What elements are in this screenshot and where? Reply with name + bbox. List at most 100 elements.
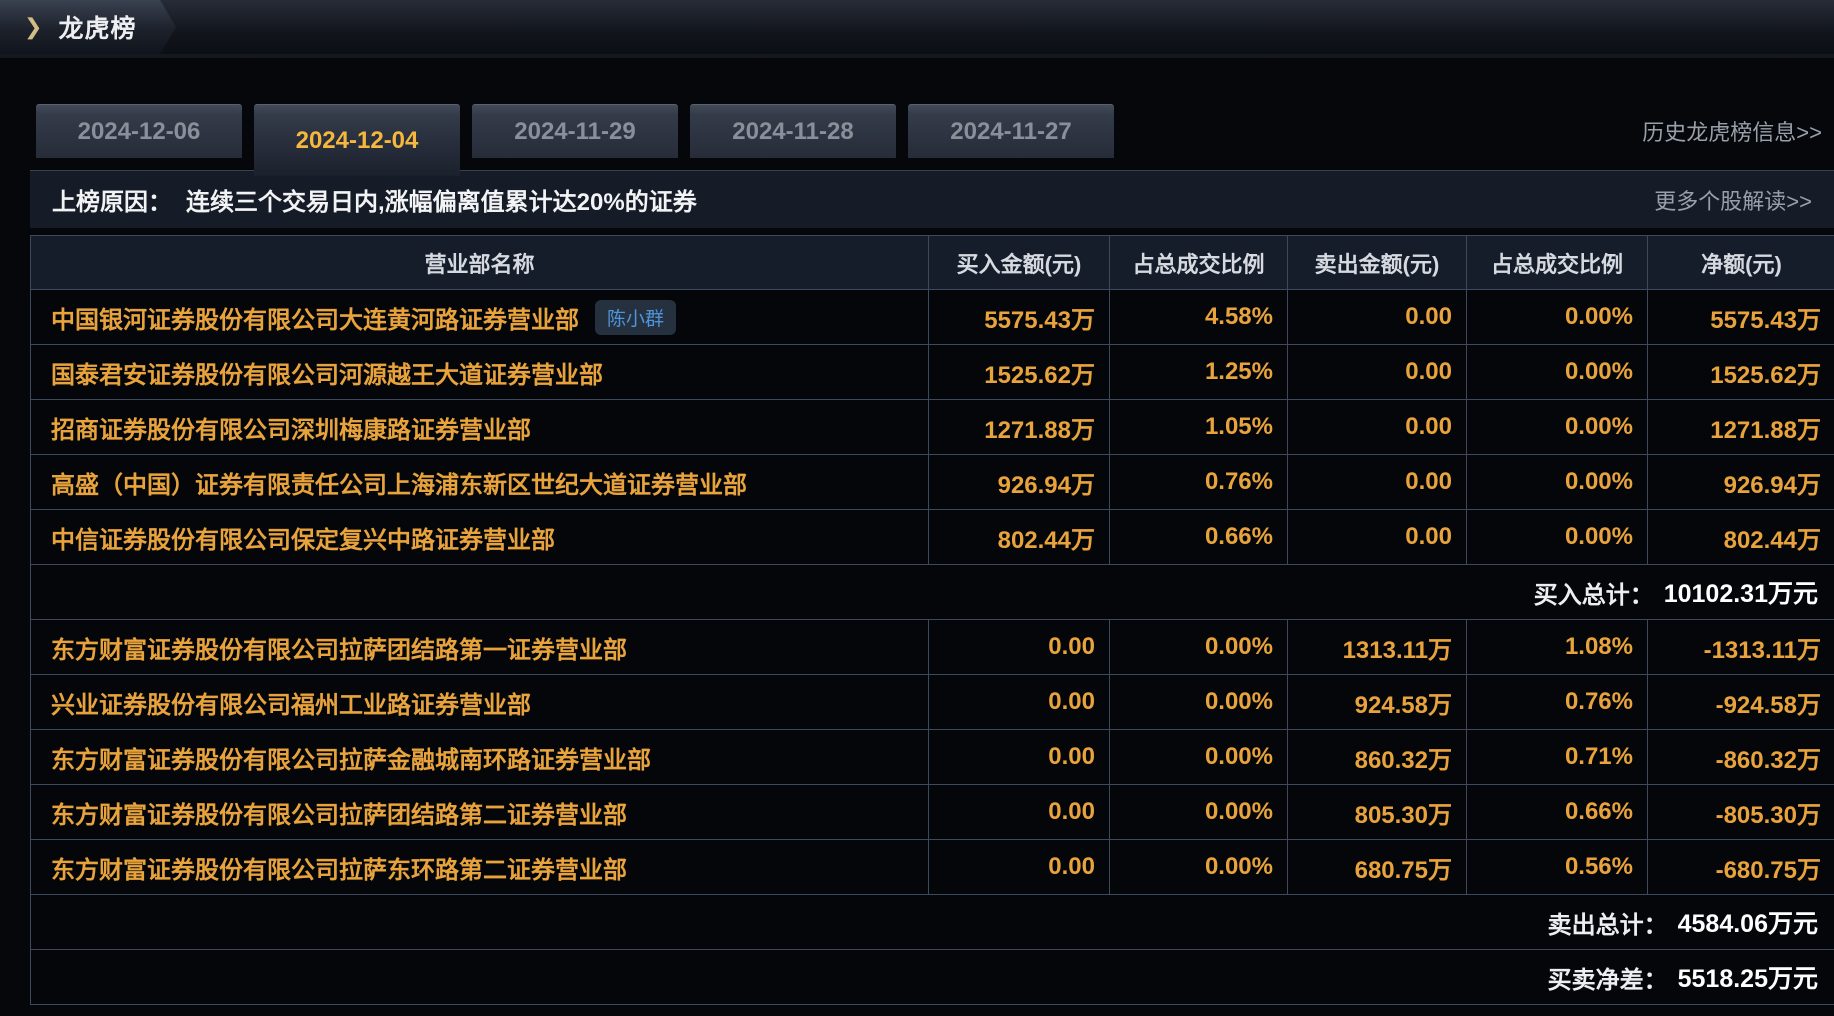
branch-name: 高盛（中国）证券有限责任公司上海浦东新区世纪大道证券营业部 <box>31 455 928 510</box>
table-row: 兴业证券股份有限公司福州工业路证券营业部 0.00 0.00% 924.58万 … <box>31 675 1834 730</box>
tab-2024-12-06[interactable]: 2024-12-06 <box>36 104 242 158</box>
buy-amount: 926.94万 <box>928 455 1109 510</box>
col-sell-amount: 卖出金额(元) <box>1287 236 1466 290</box>
branch-name: 招商证券股份有限公司深圳梅康路证券营业部 <box>31 400 928 455</box>
net-amount: -680.75万 <box>1647 840 1834 895</box>
branch-name: 东方财富证券股份有限公司拉萨团结路第一证券营业部 <box>31 620 928 675</box>
buy-total-value: 10102.31万元 <box>1663 580 1818 608</box>
net-amount: 802.44万 <box>1647 510 1834 565</box>
sell-total-row: 卖出总计： 4584.06万元 <box>31 895 1834 950</box>
col-buy-ratio: 占总成交比例 <box>1109 236 1287 290</box>
trader-tag-badge[interactable]: 陈小群 <box>595 299 677 335</box>
panel-title-tab[interactable]: ❯ 龙虎榜 <box>0 0 176 54</box>
col-buy-amount: 买入金额(元) <box>928 236 1109 290</box>
sell-ratio: 0.00% <box>1466 290 1647 345</box>
chevron-right-icon: ❯ <box>24 14 43 39</box>
more-link[interactable]: 更多个股解读>> <box>1654 188 1812 214</box>
table-row: 国泰君安证券股份有限公司河源越王大道证券营业部 1525.62万 1.25% 0… <box>31 345 1834 400</box>
net-diff-value: 5518.25万元 <box>1677 965 1818 993</box>
table-row: 招商证券股份有限公司深圳梅康路证券营业部 1271.88万 1.05% 0.00… <box>31 400 1834 455</box>
buy-ratio: 4.58% <box>1109 290 1287 345</box>
table-row: 东方财富证券股份有限公司拉萨东环路第二证券营业部 0.00 0.00% 680.… <box>31 840 1834 895</box>
date-tabs: 2024-12-06 2024-12-04 2024-11-29 2024-11… <box>36 104 1826 176</box>
reason-text: 连续三个交易日内,涨幅偏离值累计达20%的证券 <box>186 189 697 216</box>
page-title: 龙虎榜 <box>58 15 137 43</box>
net-amount: -860.32万 <box>1647 730 1834 785</box>
buy-ratio: 0.00% <box>1109 675 1287 730</box>
buy-amount: 0.00 <box>928 785 1109 840</box>
lhb-table: 营业部名称 买入金额(元) 占总成交比例 卖出金额(元) 占总成交比例 净额(元… <box>30 235 1834 1005</box>
net-amount: -805.30万 <box>1647 785 1834 840</box>
branch-name: 兴业证券股份有限公司福州工业路证券营业部 <box>31 675 928 730</box>
table-row: 东方财富证券股份有限公司拉萨团结路第一证券营业部 0.00 0.00% 1313… <box>31 620 1834 675</box>
net-amount: 5575.43万 <box>1647 290 1834 345</box>
table-header-row: 营业部名称 买入金额(元) 占总成交比例 卖出金额(元) 占总成交比例 净额(元… <box>31 236 1834 290</box>
sell-amount: 0.00 <box>1287 455 1466 510</box>
buy-ratio: 0.66% <box>1109 510 1287 565</box>
table-row: 高盛（中国）证券有限责任公司上海浦东新区世纪大道证券营业部 926.94万 0.… <box>31 455 1834 510</box>
buy-ratio: 0.00% <box>1109 785 1287 840</box>
buy-ratio: 1.05% <box>1109 400 1287 455</box>
sell-ratio: 0.00% <box>1466 345 1647 400</box>
reason-label: 上榜原因： <box>52 189 172 216</box>
branch-name: 中国银河证券股份有限公司大连黄河路证券营业部 <box>51 306 579 334</box>
table-row: 中信证券股份有限公司保定复兴中路证券营业部 802.44万 0.66% 0.00… <box>31 510 1834 565</box>
title-bar: ❯ 龙虎榜 <box>0 0 1834 58</box>
buy-ratio: 0.76% <box>1109 455 1287 510</box>
tab-2024-11-28[interactable]: 2024-11-28 <box>690 104 896 158</box>
sell-ratio: 0.71% <box>1466 730 1647 785</box>
buy-ratio: 0.00% <box>1109 730 1287 785</box>
sell-ratio: 1.08% <box>1466 620 1647 675</box>
col-net-amount: 净额(元) <box>1647 236 1834 290</box>
sell-amount: 0.00 <box>1287 290 1466 345</box>
col-branch-name: 营业部名称 <box>31 236 928 290</box>
col-sell-ratio: 占总成交比例 <box>1466 236 1647 290</box>
buy-ratio: 0.00% <box>1109 840 1287 895</box>
branch-name: 东方财富证券股份有限公司拉萨东环路第二证券营业部 <box>31 840 928 895</box>
sell-amount: 0.00 <box>1287 510 1466 565</box>
history-link[interactable]: 历史龙虎榜信息>> <box>1642 120 1822 145</box>
sell-ratio: 0.56% <box>1466 840 1647 895</box>
sell-ratio: 0.76% <box>1466 675 1647 730</box>
net-amount: 1271.88万 <box>1647 400 1834 455</box>
tab-2024-11-27[interactable]: 2024-11-27 <box>908 104 1114 158</box>
branch-name: 中信证券股份有限公司保定复兴中路证券营业部 <box>31 510 928 565</box>
sell-total-value: 4584.06万元 <box>1677 910 1818 938</box>
sell-amount: 924.58万 <box>1287 675 1466 730</box>
branch-name: 东方财富证券股份有限公司拉萨团结路第二证券营业部 <box>31 785 928 840</box>
buy-total-row: 买入总计： 10102.31万元 <box>31 565 1834 620</box>
buy-amount: 5575.43万 <box>928 290 1109 345</box>
branch-name: 东方财富证券股份有限公司拉萨金融城南环路证券营业部 <box>31 730 928 785</box>
buy-amount: 802.44万 <box>928 510 1109 565</box>
sell-ratio: 0.00% <box>1466 510 1647 565</box>
sell-amount: 860.32万 <box>1287 730 1466 785</box>
buy-amount: 0.00 <box>928 840 1109 895</box>
buy-ratio: 0.00% <box>1109 620 1287 675</box>
net-amount: 926.94万 <box>1647 455 1834 510</box>
sell-total-label: 卖出总计： <box>1547 911 1668 939</box>
sell-amount: 680.75万 <box>1287 840 1466 895</box>
sell-ratio: 0.66% <box>1466 785 1647 840</box>
sell-ratio: 0.00% <box>1466 400 1647 455</box>
table-row: 东方财富证券股份有限公司拉萨团结路第二证券营业部 0.00 0.00% 805.… <box>31 785 1834 840</box>
net-amount: 1525.62万 <box>1647 345 1834 400</box>
table-row: 中国银河证券股份有限公司大连黄河路证券营业部 陈小群 5575.43万 4.58… <box>31 290 1834 345</box>
sell-amount: 0.00 <box>1287 400 1466 455</box>
tab-2024-12-04[interactable]: 2024-12-04 <box>254 104 460 176</box>
buy-total-label: 买入总计： <box>1533 581 1654 609</box>
buy-ratio: 1.25% <box>1109 345 1287 400</box>
net-diff-row: 买卖净差： 5518.25万元 <box>31 950 1834 1005</box>
net-amount: -924.58万 <box>1647 675 1834 730</box>
buy-amount: 0.00 <box>928 730 1109 785</box>
buy-amount: 1525.62万 <box>928 345 1109 400</box>
sell-amount: 0.00 <box>1287 345 1466 400</box>
net-diff-label: 买卖净差： <box>1547 966 1668 994</box>
buy-amount: 0.00 <box>928 675 1109 730</box>
sell-amount: 1313.11万 <box>1287 620 1466 675</box>
branch-name: 国泰君安证券股份有限公司河源越王大道证券营业部 <box>31 345 928 400</box>
buy-amount: 0.00 <box>928 620 1109 675</box>
reason-bar: 上榜原因： 连续三个交易日内,涨幅偏离值累计达20%的证券 更多个股解读>> <box>30 170 1834 228</box>
net-amount: -1313.11万 <box>1647 620 1834 675</box>
tab-2024-11-29[interactable]: 2024-11-29 <box>472 104 678 158</box>
